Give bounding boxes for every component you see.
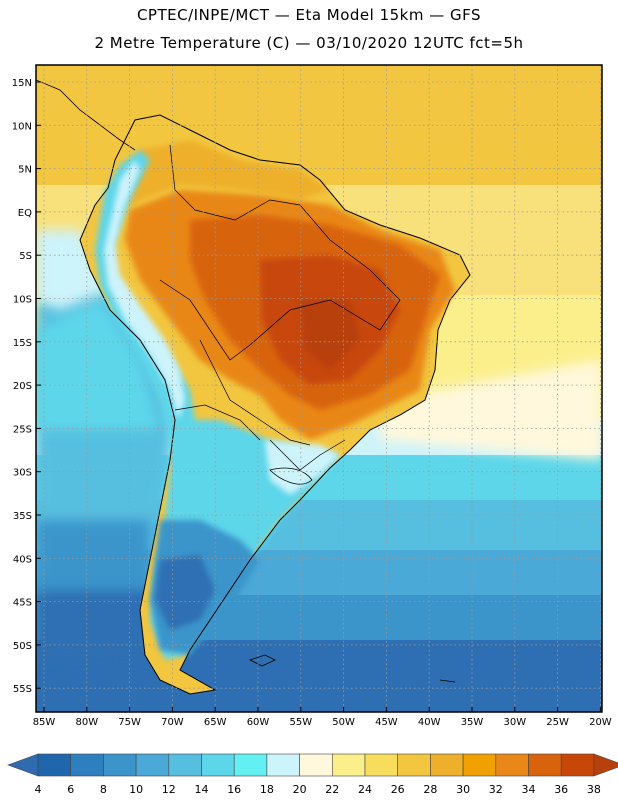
lat-label: 15S [13, 338, 32, 349]
lon-label: 75W [118, 717, 141, 728]
colorbar-label: 10 [129, 783, 143, 796]
lat-label: 45S [13, 598, 32, 609]
colorbar-swatch [70, 753, 104, 777]
colorbar-label: 6 [67, 783, 74, 796]
lat-label: 5S [19, 251, 32, 262]
colorbar-swatch [331, 753, 366, 777]
lat-label: 50S [13, 641, 32, 652]
colorbar-swatch [364, 753, 399, 777]
colorbar-swatch [560, 753, 595, 777]
chart-title-line-1: CPTEC/INPE/MCT — Eta Model 15km — GFS [136, 6, 482, 24]
temperature-field [36, 65, 602, 712]
longitude-axis: 85W 80W 75W 70W 65W 60W 55W 50W 45W 40W 35W 30W 25W 2… [33, 707, 612, 728]
lon-label: 50W [332, 717, 355, 728]
map-frame [35, 64, 603, 713]
colorbar-swatch [135, 753, 170, 777]
lon-label: 80W [75, 717, 98, 728]
colorbar-swatch [495, 753, 529, 777]
colorbar-label: 36 [554, 783, 568, 796]
lat-label: 20S [13, 381, 32, 392]
lon-label: 35W [461, 717, 484, 728]
lon-label: 25W [546, 717, 569, 728]
lat-label: 5N [18, 165, 32, 176]
lat-label: 25S [13, 424, 32, 435]
colorbar-label: 4 [35, 783, 42, 796]
colorbar-label: 24 [358, 783, 372, 796]
lat-label: 35S [13, 511, 32, 522]
colorbar-label: 18 [260, 783, 274, 796]
latitude-axis: 15N 10N 5N EQ 5S 10S 15S 20S 25S 30S 35S 40S 45S 50S 5… [12, 78, 41, 695]
colorbar-swatch [462, 753, 497, 777]
lat-label: 40S [13, 554, 32, 565]
chart-title-line-2: 2 Metre Temperature (C) — 03/10/2020 12U… [94, 34, 524, 52]
lat-label: 55S [13, 684, 32, 695]
colorbar-swatch [299, 753, 333, 777]
colorbar: 4 6 8 10 12 14 16 18 20 22 24 26 28 30 32 34 36 38 [7, 753, 618, 796]
lat-label: 10N [12, 121, 32, 132]
lon-label: 70W [161, 717, 184, 728]
colorbar-label: 32 [489, 783, 503, 796]
colorbar-label: 38 [587, 783, 601, 796]
colorbar-swatch [528, 753, 562, 777]
colorbar-swatch [201, 753, 235, 777]
lon-label: 20W [589, 717, 612, 728]
colorbar-label: 30 [456, 783, 470, 796]
lon-label: 30W [503, 717, 526, 728]
colorbar-swatch [168, 753, 202, 777]
colorbar-label: 16 [227, 783, 241, 796]
lat-label: EQ [18, 208, 32, 219]
lat-label: 30S [13, 468, 32, 479]
colorbar-label: 28 [423, 783, 437, 796]
lon-label: 45W [375, 717, 398, 728]
colorbar-swatch [266, 753, 300, 777]
colorbar-label: 34 [522, 783, 536, 796]
colorbar-label: 20 [293, 783, 307, 796]
lat-label: 10S [13, 295, 32, 306]
colorbar-label: 12 [162, 783, 176, 796]
colorbar-low-arrow [7, 753, 39, 777]
colorbar-swatch [233, 753, 268, 777]
colorbar-swatch [103, 753, 137, 777]
lon-label: 60W [247, 717, 270, 728]
colorbar-swatch [430, 753, 464, 777]
colorbar-swatch [37, 753, 72, 777]
colorbar-label: 8 [100, 783, 107, 796]
lon-label: 55W [289, 717, 312, 728]
colorbar-high-arrow [593, 753, 618, 777]
colorbar-label: 22 [325, 783, 339, 796]
lon-label: 85W [33, 717, 56, 728]
lon-label: 40W [418, 717, 441, 728]
colorbar-label: 26 [391, 783, 405, 796]
colorbar-swatch [397, 753, 431, 777]
lon-label: 65W [204, 717, 227, 728]
lat-label: 15N [12, 78, 32, 89]
colorbar-label: 14 [195, 783, 209, 796]
